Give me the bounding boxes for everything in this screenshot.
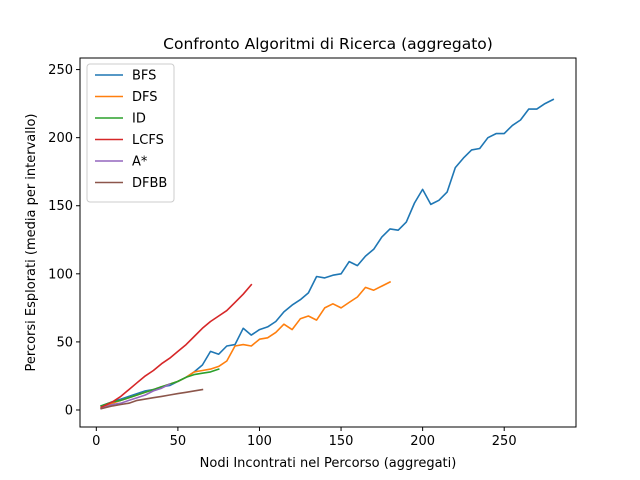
series-line-id bbox=[100, 368, 220, 407]
x-tick-label: 50 bbox=[170, 434, 187, 449]
y-tick-label: 150 bbox=[48, 199, 73, 214]
series-line-dfbb bbox=[100, 388, 204, 410]
y-tick-label: 100 bbox=[48, 267, 73, 282]
legend-label: A* bbox=[132, 155, 148, 170]
legend-label: ID bbox=[132, 112, 146, 127]
legend-label: DFS bbox=[132, 90, 158, 105]
y-tick-label: 200 bbox=[48, 131, 73, 146]
x-axis: 0 50 100 150 200 250 bbox=[92, 427, 517, 449]
series-line-lcfs bbox=[100, 283, 253, 409]
series-lines bbox=[100, 98, 555, 410]
legend-label: LCFS bbox=[132, 133, 164, 148]
x-tick-label: 250 bbox=[492, 434, 517, 449]
x-tick-label: 0 bbox=[92, 434, 100, 449]
y-tick-label: 0 bbox=[65, 403, 73, 418]
series-line-a bbox=[100, 383, 171, 410]
y-tick-label: 50 bbox=[56, 335, 73, 350]
y-axis: 0 50 100 150 200 250 bbox=[48, 63, 80, 418]
x-tick-label: 100 bbox=[247, 434, 272, 449]
x-axis-label: Nodi Incontrati nel Percorso (aggregati) bbox=[200, 456, 457, 471]
y-tick-label: 250 bbox=[48, 63, 73, 78]
chart-title: Confronto Algoritmi di Ricerca (aggregat… bbox=[163, 35, 493, 53]
legend-label: DFBB bbox=[132, 176, 167, 191]
y-axis-label: Percorsi Esplorati (media per intervallo… bbox=[24, 114, 39, 372]
x-tick-label: 150 bbox=[329, 434, 354, 449]
legend-label: BFS bbox=[132, 69, 156, 84]
x-tick-label: 200 bbox=[410, 434, 435, 449]
legend: BFS DFS ID LCFS A* DFBB bbox=[86, 63, 175, 203]
legend-box bbox=[86, 63, 175, 203]
